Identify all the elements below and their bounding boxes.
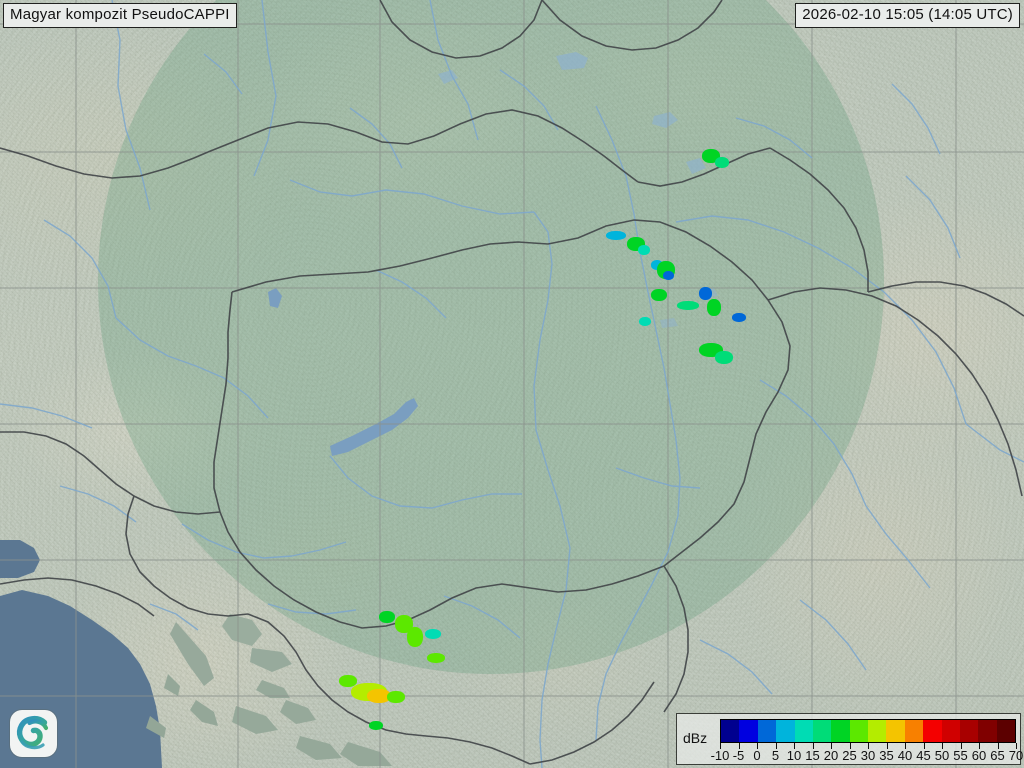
legend-swatch-11: [923, 720, 942, 742]
legend-swatch-1: [739, 720, 758, 742]
legend-tick-label-7: 25: [842, 748, 857, 763]
legend-tick-label-8: 30: [860, 748, 876, 763]
legend-tick-8: [868, 743, 869, 749]
radar-echo-cell: [716, 352, 732, 363]
radar-echo-cell: [426, 630, 440, 638]
lake-neusiedl: [268, 288, 282, 308]
radar-coverage-circle-tint: [98, 0, 884, 674]
legend-swatch-12: [941, 720, 960, 742]
legend-tick-label-14: 60: [971, 748, 987, 763]
radar-echo-cell: [340, 676, 356, 686]
radar-echo-cell: [708, 300, 720, 315]
legend-swatch-0: [721, 720, 740, 742]
legend-tick-1: [738, 743, 740, 749]
radar-echo-cell: [380, 612, 394, 622]
legend-tick-15: [997, 743, 999, 749]
radar-echo-cell: [370, 722, 382, 729]
page-title: Magyar kompozit PseudoCAPPI: [3, 3, 237, 28]
omsz-spiral-logo[interactable]: [10, 710, 57, 757]
legend-tick-label-5: 15: [805, 748, 820, 763]
lake-balaton: [330, 398, 418, 456]
legend-tick-label-4: 10: [786, 748, 802, 763]
legend-swatch-4: [794, 720, 813, 742]
radar-echo-cell: [428, 654, 444, 662]
legend-tick-label-9: 35: [879, 748, 894, 763]
lakes: [268, 52, 718, 456]
legend-swatch-6: [831, 720, 850, 742]
legend-tick-5: [812, 743, 814, 749]
legend-tick-label-11: 45: [916, 748, 931, 763]
radar-coverage-circle: [98, 0, 884, 674]
radar-echo-cell: [716, 158, 728, 167]
legend-tick-4: [794, 743, 795, 749]
legend-swatch-10: [904, 720, 924, 742]
legend-tick-12: [942, 743, 943, 749]
radar-echo-cell: [368, 690, 390, 702]
legend-tick-label-2: 0: [753, 748, 761, 763]
legend-swatch-15: [996, 720, 1015, 742]
radar-echo-cell: [733, 314, 745, 321]
legend-tick-9: [886, 743, 888, 749]
legend-tick-14: [979, 743, 980, 749]
legend-tick-label-16: 70: [1008, 748, 1024, 763]
legend-tick-label-15: 65: [990, 748, 1005, 763]
legend-swatch-7: [849, 720, 868, 742]
legend-tick-16: [1016, 743, 1017, 749]
legend-swatch-8: [868, 720, 887, 742]
spiral-icon: [16, 716, 49, 750]
radar-echo-cell: [703, 150, 719, 162]
dbz-color-legend: dBz -10 -5 0 5 10 15 20 25 30 35 40 45 50 55 60 65 70: [676, 713, 1024, 765]
legend-swatch-9: [886, 720, 905, 742]
radar-echo-cell: [664, 272, 673, 279]
legend-swatch-14: [978, 720, 997, 742]
legend-color-bar: [720, 719, 1016, 743]
legend-tick-labels: -10 -5 0 5 10 15 20 25 30 35 40 45 50 55 60 65 70: [711, 748, 1024, 764]
radar-echo-cell: [678, 302, 698, 309]
legend-swatch-2: [757, 720, 777, 742]
radar-echo-cell: [607, 232, 625, 239]
radar-echo-cell: [639, 246, 649, 254]
radar-echo-cell: [652, 261, 662, 269]
legend-tick-label-12: 50: [934, 748, 950, 763]
radar-echo-cell: [640, 318, 650, 325]
legend-tick-6: [831, 743, 832, 749]
legend-swatch-5: [812, 720, 832, 742]
legend-tick-label-13: 55: [953, 748, 968, 763]
legend-tick-13: [960, 743, 962, 749]
legend-tick-0: [720, 743, 721, 749]
legend-swatch-3: [776, 720, 795, 742]
legend-tick-label-6: 20: [823, 748, 839, 763]
legend-tick-label-0: -10: [710, 748, 730, 763]
radar-echo-cell: [396, 616, 412, 632]
radar-echo-cell: [388, 692, 404, 702]
radar-echo-cell: [700, 288, 711, 299]
legend-tick-10: [905, 743, 906, 749]
legend-tick-label-3: 5: [771, 748, 780, 763]
legend-tick-11: [923, 743, 925, 749]
legend-tick-marks: [720, 743, 1017, 750]
radar-echo-cell: [652, 290, 666, 300]
radar-echo-cell: [408, 628, 422, 646]
timestamp-label: 2026-02-10 15:05 (14:05 UTC): [795, 3, 1020, 28]
legend-tick-label-1: -5: [732, 748, 745, 763]
legend-unit-label: dBz: [683, 730, 708, 746]
legend-tick-3: [775, 743, 777, 749]
legend-swatch-13: [959, 720, 979, 742]
legend-tick-2: [757, 743, 758, 749]
legend-tick-label-10: 40: [897, 748, 913, 763]
legend-tick-7: [849, 743, 851, 749]
